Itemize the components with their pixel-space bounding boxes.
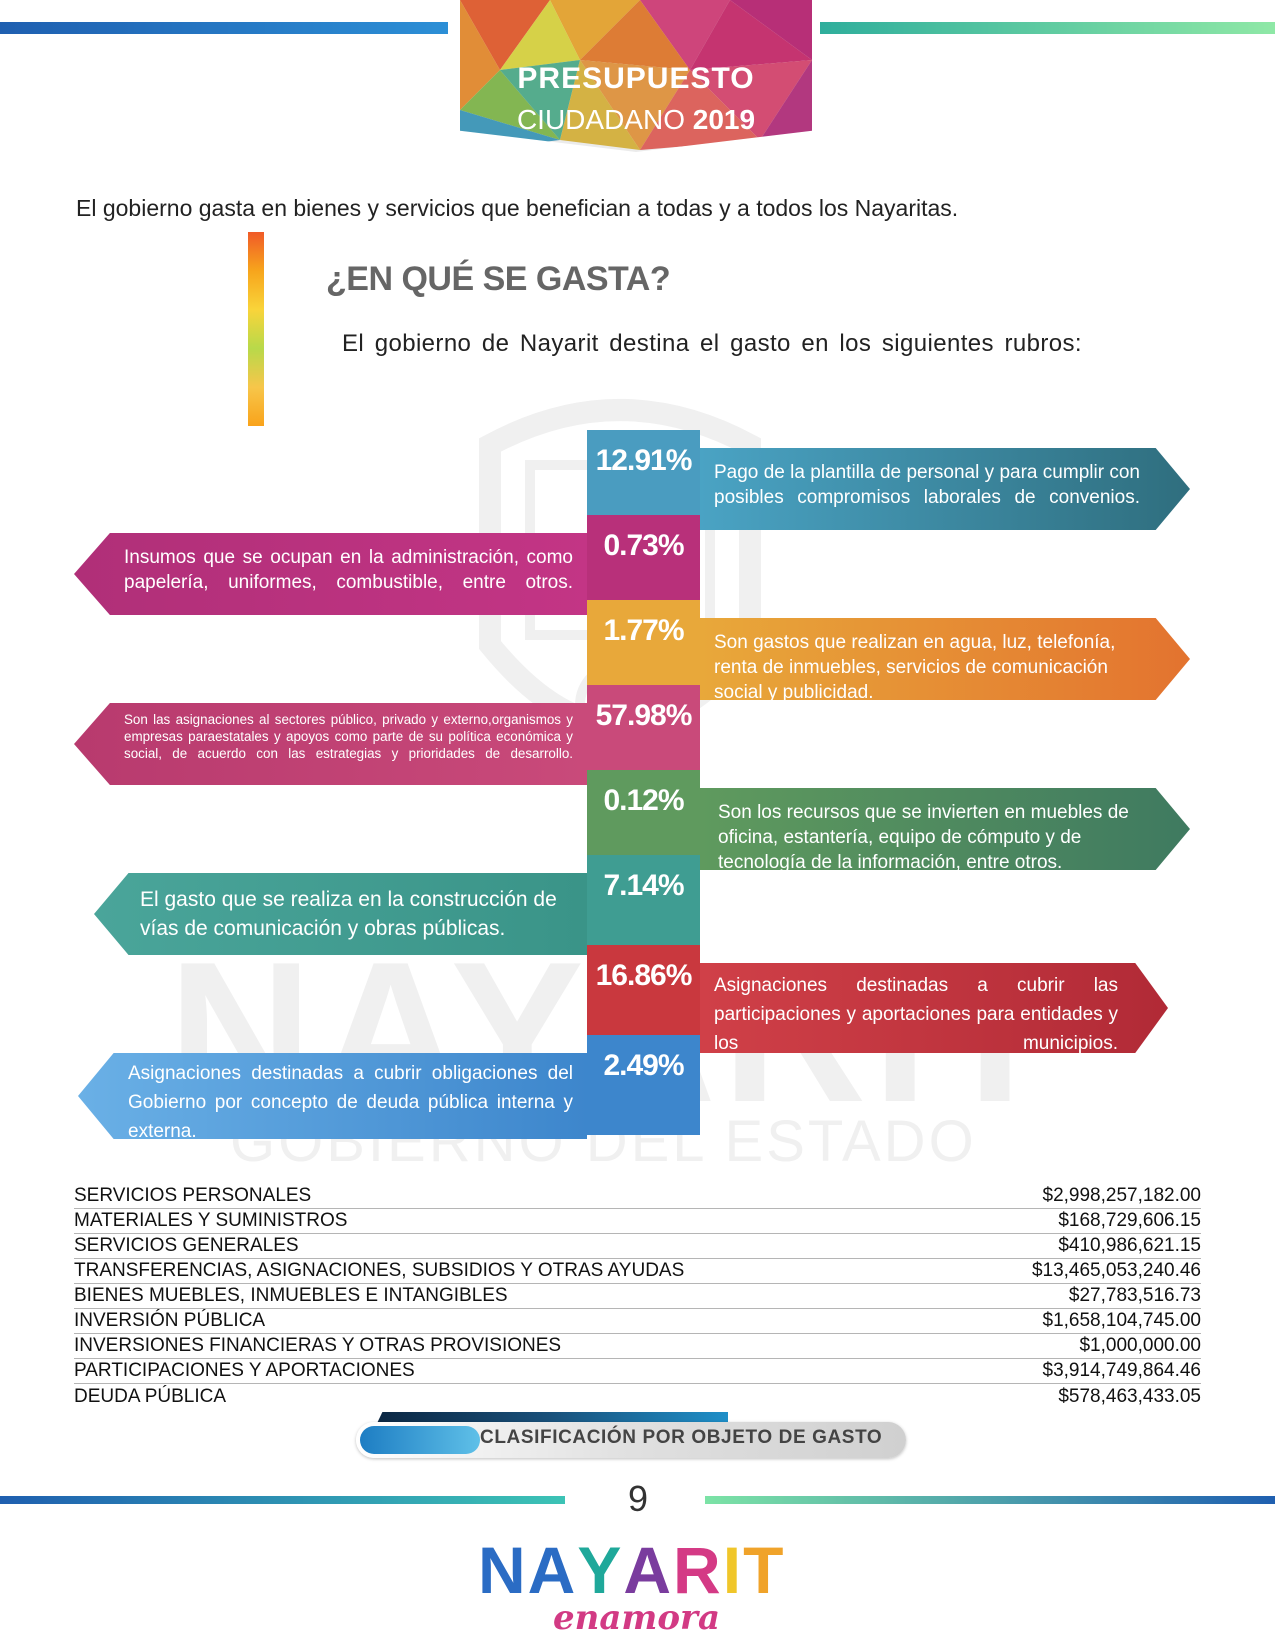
- footer-bar-left: [0, 1496, 565, 1504]
- table-row: INVERSIONES FINANCIERAS Y OTRAS PROVISIO…: [74, 1334, 1201, 1359]
- budget-table: SERVICIOS PERSONALES $2,998,257,182.00 MAT…: [74, 1184, 1201, 1409]
- top-bar-left: [0, 22, 448, 34]
- section-heading: ¿EN QUÉ SE GASTA?: [326, 260, 671, 298]
- row-amount: $1,658,104,745.00: [1042, 1310, 1202, 1331]
- logo-letter: Y: [577, 1533, 624, 1607]
- top-bar-right: [820, 22, 1275, 34]
- description-arrow: El gasto que se realiza en la construcci…: [94, 873, 587, 955]
- percentage-box: 57.98%: [587, 685, 700, 775]
- logo-letter: T: [743, 1533, 786, 1607]
- description-arrow: Insumos que se ocupan en la administraci…: [74, 533, 587, 615]
- percentage-box: 1.77%: [587, 600, 700, 690]
- logo-letter: R: [673, 1533, 723, 1607]
- header-badge: PRESUPUESTO CIUDADANO 2019: [460, 0, 812, 152]
- row-concept: DEUDA PÚBLICA: [74, 1386, 227, 1407]
- description-arrow: Son gastos que realizan en agua, luz, te…: [700, 618, 1190, 700]
- description-arrow: Asignaciones destinadas a cubrir las par…: [700, 963, 1168, 1053]
- table-row: DEUDA PÚBLICA $578,463,433.05: [74, 1384, 1201, 1409]
- logo-letter: A: [623, 1533, 674, 1607]
- footer-bar-right: [705, 1496, 1275, 1504]
- table-row: MATERIALES Y SUMINISTROS $168,729,606.15: [74, 1209, 1201, 1234]
- table-row: INVERSIÓN PÚBLICA $1,658,104,745.00: [74, 1309, 1201, 1334]
- description-arrow: Pago de la plantilla de personal y para …: [700, 448, 1190, 530]
- caption-text: CLASIFICACIÓN POR OBJETO DE GASTO: [480, 1427, 883, 1448]
- row-amount: $2,998,257,182.00: [1042, 1185, 1202, 1206]
- row-amount: $410,986,621.15: [1058, 1235, 1201, 1256]
- intro-text: El gobierno gasta en bienes y servicios …: [76, 195, 959, 221]
- row-amount: $3,914,749,864.46: [1042, 1360, 1202, 1381]
- decorative-strip: [248, 232, 264, 426]
- row-concept: INVERSIONES FINANCIERAS Y OTRAS PROVISIO…: [74, 1335, 562, 1356]
- row-concept: SERVICIOS GENERALES: [74, 1235, 299, 1256]
- table-row: SERVICIOS PERSONALES $2,998,257,182.00: [74, 1184, 1201, 1209]
- row-amount: $13,465,053,240.46: [1031, 1260, 1201, 1281]
- table-row: TRANSFERENCIAS, ASIGNACIONES, SUBSIDIOS …: [74, 1259, 1201, 1284]
- row-amount: $168,729,606.15: [1058, 1210, 1201, 1231]
- percentage-box: 2.49%: [587, 1035, 700, 1135]
- table-row: SERVICIOS GENERALES $410,986,621.15: [74, 1234, 1201, 1259]
- logo-letter: N: [478, 1533, 528, 1607]
- page-number: 9: [627, 1478, 649, 1519]
- row-concept: PARTICIPACIONES Y APORTACIONES: [74, 1360, 415, 1381]
- description-arrow: Son las asignaciones al sectores público…: [74, 703, 587, 785]
- row-amount: $1,000,000.00: [1079, 1335, 1201, 1356]
- description-arrow: Son los recursos que se invierten en mue…: [700, 788, 1190, 870]
- row-concept: TRANSFERENCIAS, ASIGNACIONES, SUBSIDIOS …: [74, 1260, 685, 1281]
- percentage-box: 12.91%: [587, 430, 700, 520]
- header-subtitle-word: CIUDADANO: [516, 104, 685, 135]
- percentage-box: 16.86%: [587, 945, 700, 1035]
- row-concept: MATERIALES Y SUMINISTROS: [74, 1210, 348, 1231]
- percentage-box: 0.12%: [587, 770, 700, 860]
- table-row: BIENES MUEBLES, INMUEBLES E INTANGIBLES $…: [74, 1284, 1201, 1309]
- nayarit-logo: NAYARIT: [478, 1532, 785, 1608]
- caption-accent: [360, 1426, 480, 1454]
- description-arrow: Asignaciones destinadas a cubrir obligac…: [78, 1053, 587, 1139]
- row-concept: INVERSIÓN PÚBLICA: [74, 1310, 266, 1331]
- row-concept: SERVICIOS PERSONALES: [74, 1185, 312, 1206]
- section-subtitle: El gobierno de Nayarit destina el gasto …: [342, 330, 1082, 357]
- header-subtitle: CIUDADANO 2019: [460, 104, 812, 136]
- logo-letter: A: [527, 1533, 578, 1607]
- header-title: PRESUPUESTO: [517, 62, 755, 95]
- header-year: 2019: [692, 104, 756, 135]
- logo-letter: I: [722, 1533, 744, 1607]
- badge-mosaic-icon: [460, 0, 812, 152]
- row-amount: $27,783,516.73: [1068, 1285, 1201, 1306]
- percentage-box: 0.73%: [587, 515, 700, 605]
- table-row: PARTICIPACIONES Y APORTACIONES $3,914,749…: [74, 1359, 1201, 1384]
- logo-tagline: enamora: [553, 1598, 720, 1638]
- row-concept: BIENES MUEBLES, INMUEBLES E INTANGIBLES: [74, 1285, 508, 1306]
- row-amount: $578,463,433.05: [1058, 1386, 1201, 1407]
- percentage-box: 7.14%: [587, 855, 700, 945]
